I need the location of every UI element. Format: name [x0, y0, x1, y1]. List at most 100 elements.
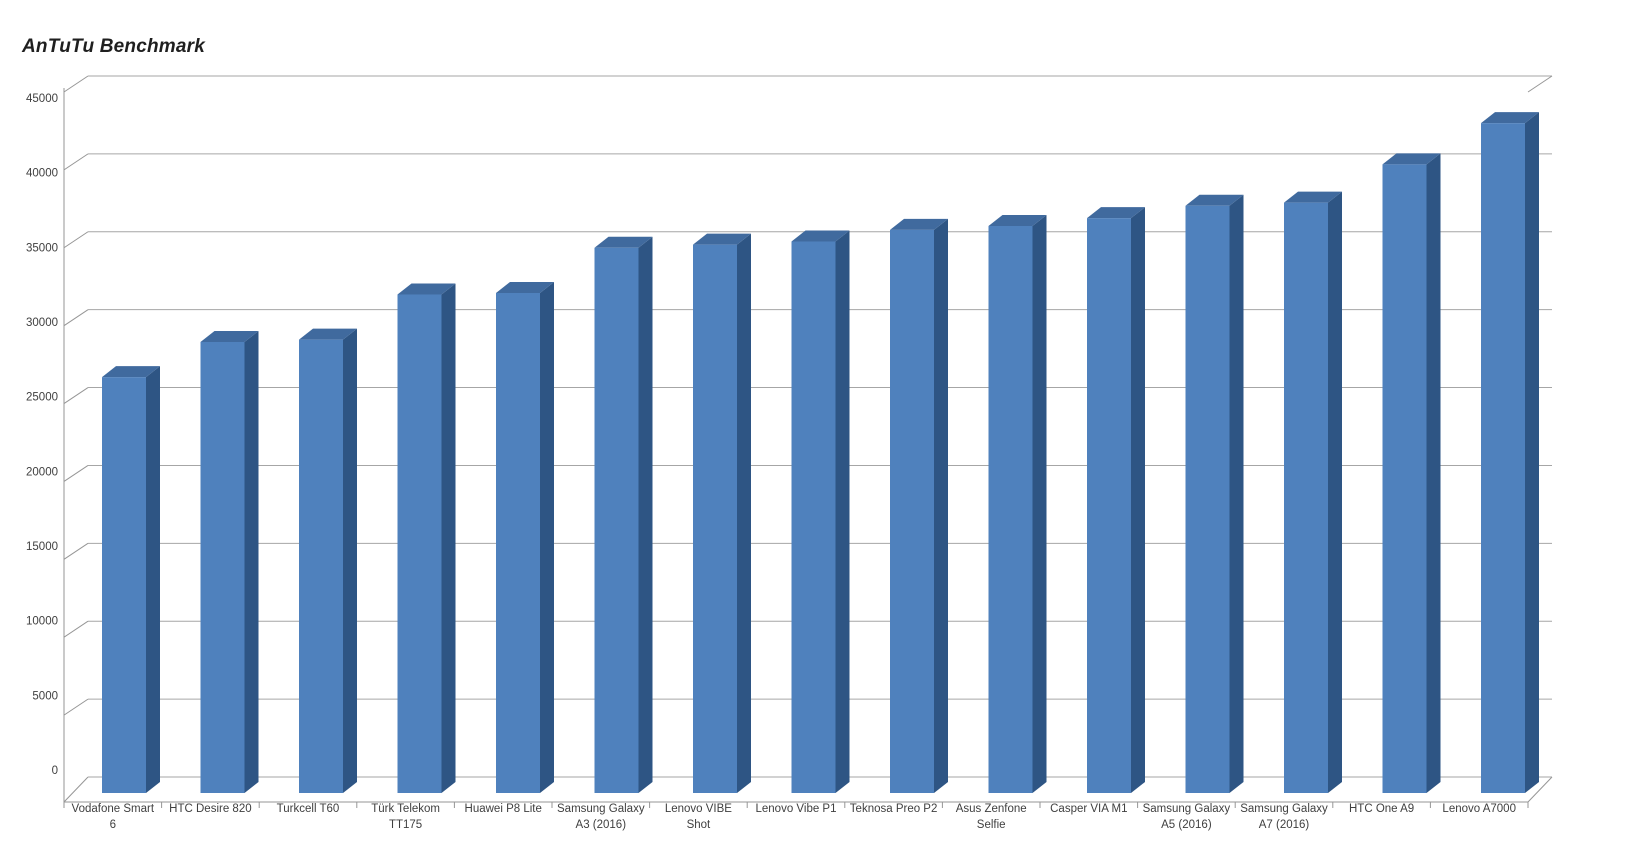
bar-top-face [1382, 153, 1441, 165]
bar-top-face [496, 281, 554, 293]
bar-front-face [200, 342, 245, 793]
y-tick-label: 40000 [26, 168, 58, 180]
category-label: 6 [110, 819, 116, 831]
y-grid-connector [63, 620, 89, 638]
y-tick-label: 0 [52, 765, 58, 777]
bar-top-face [791, 230, 850, 242]
y-grid-connector [63, 231, 89, 249]
bar-top-face [397, 283, 456, 295]
category-label: Türk Telekom [371, 803, 440, 815]
category-label: Vodafone Smart [72, 803, 155, 815]
bar-top-face [890, 218, 948, 230]
category-label: Samsung Galaxy [557, 803, 645, 815]
bar-top-face [1087, 207, 1145, 219]
bar-front-face [693, 244, 737, 793]
bar-10 [1087, 207, 1145, 793]
bar-front-face [397, 294, 442, 793]
category-label: Lenovo VIBE [665, 803, 732, 815]
bar-side-face [638, 236, 653, 793]
category-label: Shot [687, 819, 711, 831]
category-label: A5 (2016) [1161, 819, 1212, 831]
bar-7 [791, 230, 850, 793]
bar-11 [1185, 194, 1244, 793]
y-tick-label: 5000 [32, 690, 58, 702]
category-label: Teknosa Preo P2 [850, 803, 938, 815]
bar-front-face [988, 225, 1033, 793]
bar-5 [594, 236, 653, 793]
bar-front-face [1284, 202, 1328, 793]
category-label: Lenovo A7000 [1442, 803, 1516, 815]
bar-side-face [835, 230, 850, 793]
y-grid-connector [63, 75, 89, 93]
bar-side-face [540, 281, 554, 793]
category-label: Lenovo Vibe P1 [756, 803, 837, 815]
bar-front-face [1382, 164, 1427, 793]
y-grid-connector [63, 309, 89, 327]
category-label: HTC One A9 [1349, 803, 1414, 815]
floor-corner-right [1527, 776, 1553, 803]
bar-front-face [1087, 218, 1131, 793]
bar-6 [693, 233, 751, 793]
bar-side-face [343, 328, 357, 793]
bar-top-face [200, 331, 259, 343]
bar-1 [200, 331, 259, 793]
y-tick-label: 20000 [26, 466, 58, 478]
bar-top-face [693, 233, 751, 245]
category-label: Selfie [977, 819, 1006, 831]
y-grid-connector [63, 153, 89, 171]
bar-front-face [890, 229, 934, 794]
bar-top-face [102, 366, 160, 378]
bar-3 [397, 283, 456, 793]
floor-corner-left [63, 776, 89, 803]
bar-14 [1481, 112, 1539, 794]
y-grid-connector [63, 698, 89, 716]
y-tick-label: 30000 [26, 317, 58, 329]
category-label: A3 (2016) [576, 819, 627, 831]
bar-2 [299, 328, 357, 793]
category-label: Asus Zenfone [956, 803, 1027, 815]
bar-13 [1382, 153, 1441, 793]
y-tick-label: 35000 [26, 242, 58, 254]
y-grid-connector [63, 387, 89, 404]
y-grid-connector [63, 542, 89, 560]
category-label: Samsung Galaxy [1143, 803, 1231, 815]
bar-side-face [1032, 214, 1047, 793]
bar-top-face [594, 236, 653, 248]
bar-side-face [1426, 153, 1441, 793]
category-label: HTC Desire 820 [169, 803, 251, 815]
bar-side-face [1525, 112, 1539, 794]
category-label: Casper VIA M1 [1050, 803, 1127, 815]
category-label: A7 (2016) [1259, 819, 1310, 831]
chart-title: AnTuTu Benchmark [22, 36, 206, 57]
bar-side-face [146, 366, 160, 793]
bar-top-face [1284, 191, 1342, 203]
bar-side-face [244, 331, 259, 793]
bar-8 [890, 218, 948, 794]
category-label: Huawei P8 Lite [465, 803, 542, 815]
bar-top-face [1185, 194, 1244, 206]
bar-front-face [1185, 205, 1230, 793]
bar-top-face [1481, 112, 1539, 124]
y-tick-label: 25000 [26, 392, 58, 404]
wall-corner-top-right [1527, 75, 1553, 93]
bar-side-face [441, 283, 456, 793]
bar-side-face [934, 218, 948, 794]
bar-side-face [1131, 207, 1145, 793]
category-label: Samsung Galaxy [1240, 803, 1328, 815]
category-label: TT175 [389, 819, 422, 831]
bar-front-face [791, 241, 836, 793]
bar-side-face [737, 233, 751, 793]
y-tick-label: 15000 [26, 541, 58, 553]
bar-12 [1284, 191, 1342, 793]
bar-front-face [299, 339, 343, 793]
bar-9 [988, 214, 1047, 793]
bar-4 [496, 281, 554, 793]
bar-side-face [1328, 191, 1342, 793]
y-grid-connector [63, 465, 89, 482]
bar-top-face [988, 214, 1047, 226]
bar-front-face [594, 247, 639, 793]
y-tick-label: 45000 [26, 93, 58, 105]
category-label: Turkcell T60 [277, 803, 340, 815]
